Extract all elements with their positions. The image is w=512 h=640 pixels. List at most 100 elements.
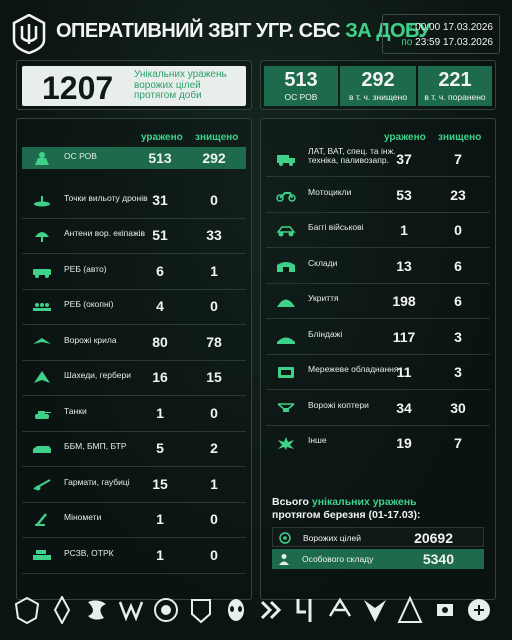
table-row: ОС РОВ 513 292 [22, 147, 246, 169]
quadcopter-icon [277, 402, 295, 412]
row-destroyed-value: 0 [210, 298, 218, 314]
row-destroyed-value: 0 [210, 404, 218, 421]
row-destroyed-value: 15 [206, 369, 222, 385]
row-divider [22, 430, 246, 432]
unit-emblem-9-icon [292, 596, 318, 624]
mlrs-icon [33, 549, 51, 560]
total-personnel-label: Особового складу [302, 554, 374, 564]
row-hit-value: 80 [152, 333, 168, 350]
row-divider [22, 217, 246, 219]
row-label: РЕБ (авто) [64, 263, 107, 274]
total-personnel-row: Особового складу 5340 [272, 549, 484, 569]
row-destroyed-value: 3 [454, 328, 462, 345]
unit-emblem-3-icon [84, 596, 110, 624]
row-label: Шахеди, гербери [64, 370, 131, 380]
row-label: Укриття [308, 293, 339, 303]
row-divider [266, 282, 490, 284]
row-destroyed-value: 2 [210, 440, 218, 456]
unit-emblem-13-icon [432, 596, 458, 624]
row-destroyed-value: 1 [210, 475, 218, 492]
total-targets-value: 20692 [414, 530, 453, 546]
row-hit-value: 513 [148, 150, 172, 166]
table-row: Мережеве обладнання 11 3 [266, 355, 490, 389]
row-label: Точки вильоту дронів [64, 192, 148, 203]
row-label: Баггі військові [308, 222, 364, 232]
row-label: Бліндажі [308, 328, 343, 339]
row-destroyed-value: 292 [202, 150, 226, 166]
row-label: ЛАТ, ВАТ, спец. та інж. техніка, паливоза… [308, 146, 396, 165]
table-row: Інше 19 7 [266, 426, 490, 460]
row-label: Антени вор. екіпажів [64, 228, 146, 238]
table-row: Укриття 198 6 [266, 284, 490, 318]
row-hit-value: 53 [396, 186, 412, 203]
row-hit-value: 51 [152, 227, 168, 243]
right-col-hit-header: уражено [384, 132, 426, 143]
soldier-icon [35, 152, 49, 165]
report-header: ОПЕРАТИВНИЙ ЗВІТ УГР. СБС ЗА ДОБУ з 00:0… [12, 12, 500, 56]
row-label: РЕБ (окопні) [64, 299, 114, 309]
unique-hits-desc: Унікальних уражень ворожих цілей протяго… [134, 69, 227, 101]
row-hit-value: 31 [152, 191, 168, 208]
row-destroyed-value: 30 [450, 399, 466, 416]
row-divider [22, 359, 246, 361]
row-destroyed-value: 33 [206, 227, 222, 243]
network-icon [278, 367, 294, 378]
row-hit-value: 198 [392, 293, 416, 309]
row-divider [266, 247, 490, 248]
table-row: ЛАТ, ВАТ, спец. та інж. техніка, паливоза… [266, 142, 490, 176]
unit-emblem-5-icon [153, 596, 179, 624]
unit-emblem-7-icon [223, 596, 249, 624]
row-label: Мережеве обладнання [308, 364, 399, 374]
row-destroyed-value: 1 [210, 262, 218, 279]
row-destroyed-value: 7 [454, 151, 462, 167]
row-label: Гармати, гаубиці [64, 476, 130, 487]
shahed-icon [34, 371, 50, 383]
row-label: Ворожі крила [64, 334, 117, 345]
unit-emblem-6-icon [188, 596, 214, 624]
table-row: РСЗВ, ОТРК 1 0 [22, 538, 246, 572]
antenna-icon [35, 232, 49, 242]
row-divider [266, 176, 490, 177]
unique-hits-value: 1207 [42, 70, 114, 106]
row-label: Танки [64, 405, 87, 416]
warehouse-icon [277, 261, 295, 272]
row-destroyed-value: 6 [454, 293, 462, 309]
os-rov-label: ОС РОВ [284, 92, 318, 102]
table-row: Ворожі крила 80 78 [22, 325, 246, 359]
motorcycle-icon [276, 191, 296, 202]
truck-icon [277, 155, 295, 166]
row-hit-value: 16 [152, 369, 168, 385]
row-hit-value: 1 [156, 404, 164, 421]
killed-label: в т. ч. знищено [348, 92, 408, 102]
row-hit-value: 4 [156, 298, 164, 314]
table-row: Баггі військові 1 0 [266, 213, 490, 247]
dugout-icon [277, 337, 295, 344]
row-divider [22, 501, 246, 503]
table-row: РЕБ (окопні) 4 0 [22, 289, 246, 323]
row-hit-value: 117 [392, 328, 416, 345]
row-hit-value: 1 [156, 546, 164, 563]
page-title: ОПЕРАТИВНИЙ ЗВІТ УГР. СБС ЗА ДОБУ [56, 20, 431, 42]
row-label: ОС РОВ [64, 151, 97, 161]
killed-box: 292 в т. ч. знищено [340, 66, 416, 106]
row-divider [266, 318, 490, 319]
row-label: Склади [308, 257, 338, 268]
row-destroyed-value: 0 [454, 222, 462, 238]
drone-launch-icon [34, 195, 50, 206]
unit-emblem-8-icon [258, 596, 284, 624]
howitzer-icon [33, 478, 51, 490]
left-stats-panel [16, 118, 252, 600]
row-destroyed-value: 7 [454, 435, 462, 451]
row-divider [22, 537, 246, 538]
unit-emblem-11-icon [362, 596, 388, 624]
row-hit-value: 37 [396, 151, 412, 167]
row-label: Міномети [64, 512, 102, 522]
unit-emblem-12-icon [397, 595, 423, 624]
table-row: Бліндажі 117 3 [266, 320, 490, 354]
table-row: ББМ, БМП, БТР 5 2 [22, 431, 246, 465]
table-row: Мотоцикли 53 23 [266, 178, 490, 212]
tank-icon [35, 410, 51, 419]
row-hit-value: 34 [396, 399, 412, 416]
wing-icon [33, 337, 51, 344]
personnel-icon [279, 554, 289, 565]
